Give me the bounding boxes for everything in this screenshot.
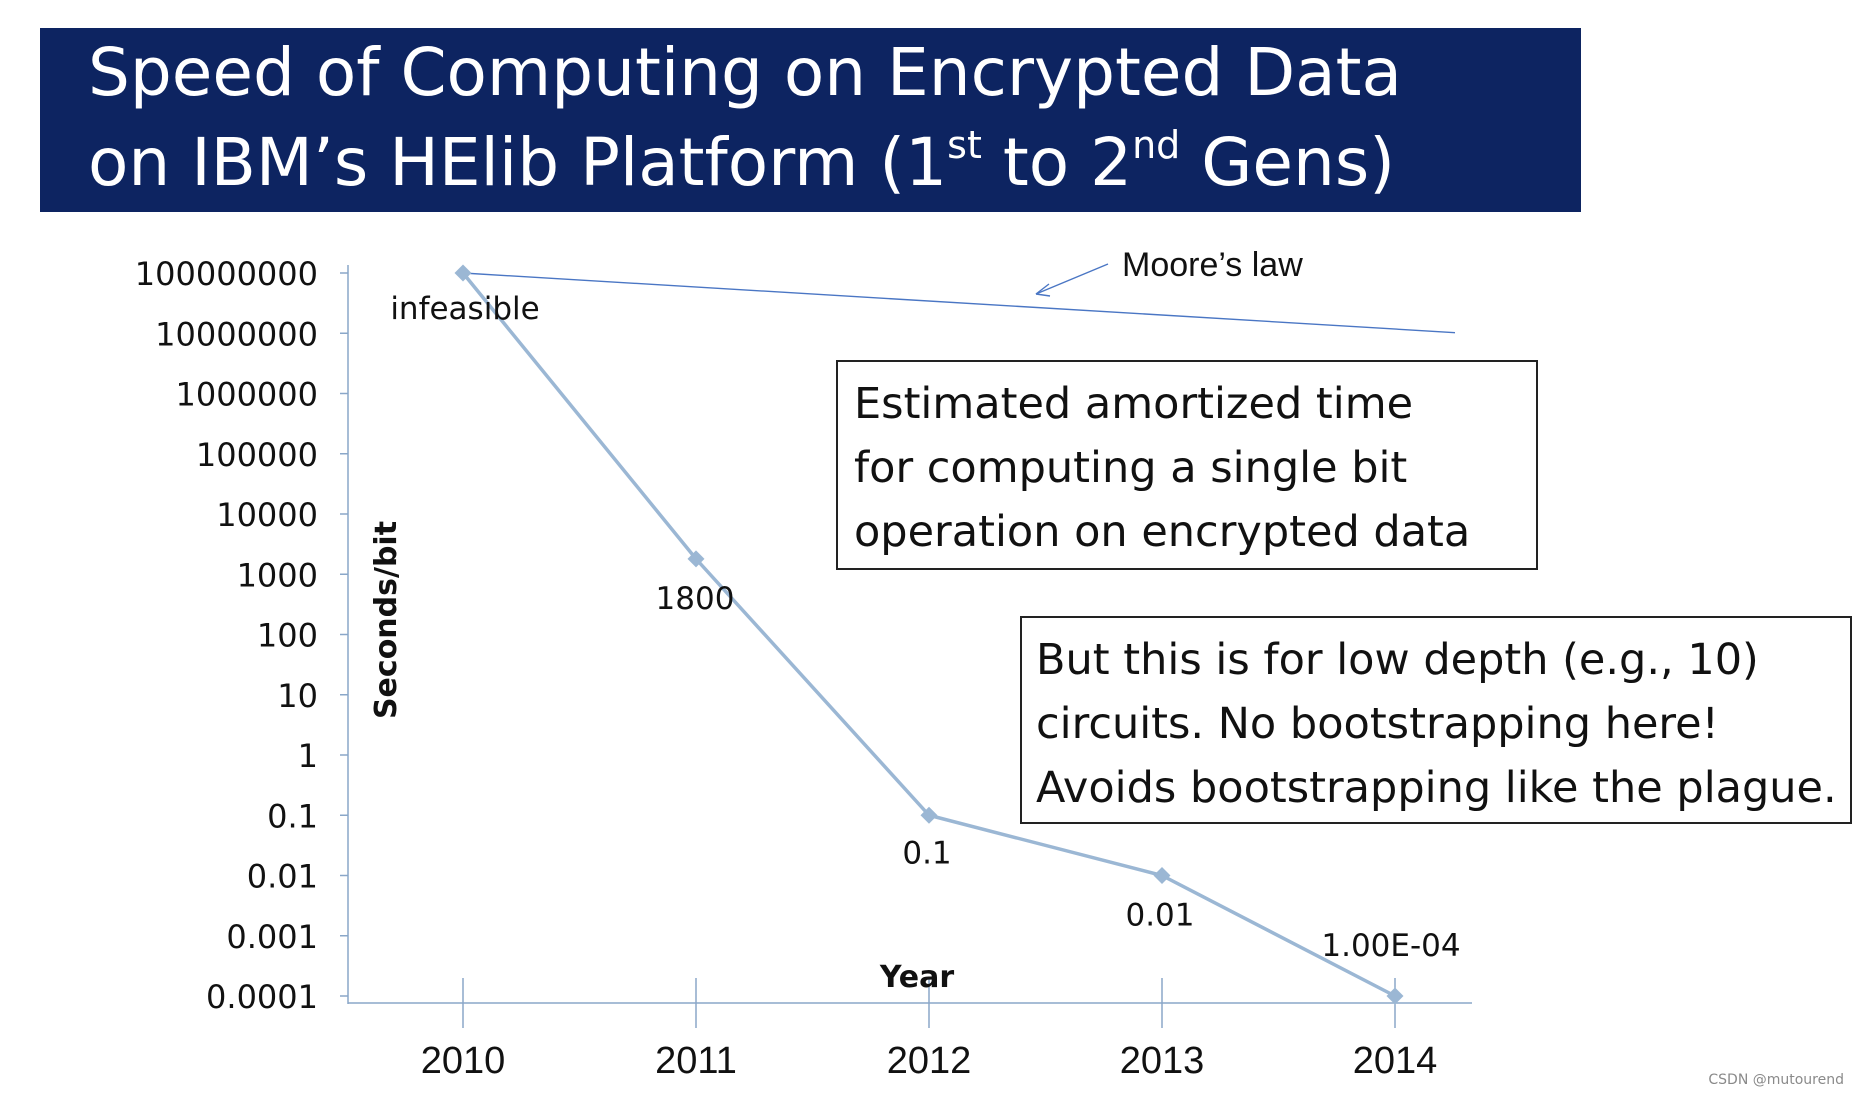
note-line: circuits. No bootstrapping here! xyxy=(1036,699,1719,749)
moores-law-label: Moore’s law xyxy=(1122,246,1303,284)
y-tick-label: 100000000 xyxy=(135,255,318,293)
x-tick-label: 2012 xyxy=(887,1040,972,1082)
x-tick-label: 2010 xyxy=(421,1040,506,1082)
x-tick-label: 2011 xyxy=(655,1040,737,1082)
data-label: 0.01 xyxy=(1125,898,1194,934)
watermark: CSDN @mutourend xyxy=(1708,1072,1844,1088)
slide-title-line-1: Speed of Computing on Encrypted Data xyxy=(88,34,1402,111)
data-label: 0.1 xyxy=(902,835,951,871)
note-box-low-depth: But this is for low depth (e.g., 10) cir… xyxy=(1020,616,1852,824)
note-line: for computing a single bit xyxy=(854,443,1408,493)
data-point-marker xyxy=(1153,867,1171,884)
y-tick-label: 1000 xyxy=(237,556,318,594)
y-tick-label: 10 xyxy=(277,677,318,715)
data-label: 1800 xyxy=(656,581,735,617)
y-tick-label: 0.0001 xyxy=(206,978,318,1016)
note-box-amortized-time: Estimated amortized time for computing a… xyxy=(836,360,1538,570)
data-point-marker xyxy=(454,264,472,282)
data-point-marker xyxy=(920,806,938,824)
moores-law-pointer xyxy=(1035,263,1109,295)
title-superscript-st: st xyxy=(947,123,982,167)
note-line: Estimated amortized time xyxy=(854,379,1414,429)
data-label: 1.00E-04 xyxy=(1321,928,1460,964)
x-tick-label: 2014 xyxy=(1353,1040,1438,1082)
y-tick-label: 100000 xyxy=(196,436,318,474)
title-banner xyxy=(40,28,1581,212)
y-tick-label: 1 xyxy=(298,737,318,775)
note-line: operation on encrypted data xyxy=(854,507,1471,557)
moores-law-line xyxy=(462,272,1456,334)
y-tick-label: 10000 xyxy=(216,496,318,534)
y-axis-title: Seconds/bit xyxy=(369,521,404,719)
y-tick-label: 100 xyxy=(257,617,318,655)
data-labels: infeasible 1800 0.1 0.01 1.00E-04 xyxy=(390,291,1460,964)
title-superscript-nd: nd xyxy=(1132,123,1181,167)
x-axis-title: Year xyxy=(879,960,955,995)
x-axis: 2010 2011 2012 2013 2014 Year xyxy=(348,960,1472,1082)
series-line xyxy=(454,264,1404,1005)
y-tick-label: 0.01 xyxy=(247,858,318,896)
data-label: infeasible xyxy=(390,291,539,327)
title-text-mid: to 2 xyxy=(981,124,1133,201)
data-point-marker xyxy=(687,550,705,568)
x-tick-label: 2013 xyxy=(1120,1040,1205,1082)
y-tick-label: 0.1 xyxy=(267,797,318,835)
y-tick-label: 10000000 xyxy=(155,315,318,353)
y-tick-label: 1000000 xyxy=(175,376,318,414)
slide-title-line-2: on IBM’s HElib Platform (1st to 2nd Gens… xyxy=(88,126,1395,196)
moores-law-arrowhead xyxy=(1035,283,1051,297)
title-text-pre: on IBM’s HElib Platform (1 xyxy=(88,124,948,201)
y-tick-label: 0.001 xyxy=(226,918,318,956)
data-point-marker xyxy=(1386,987,1404,1005)
moores-law-annotation: Moore’s law xyxy=(462,246,1456,334)
y-axis: 100000000 10000000 1000000 100000 10000 1000 1… xyxy=(135,255,404,1016)
note-line: But this is for low depth (e.g., 10) xyxy=(1036,635,1759,685)
note-line: Avoids bootstrapping like the plague. xyxy=(1036,763,1837,813)
title-text-post: Gens) xyxy=(1180,124,1396,201)
